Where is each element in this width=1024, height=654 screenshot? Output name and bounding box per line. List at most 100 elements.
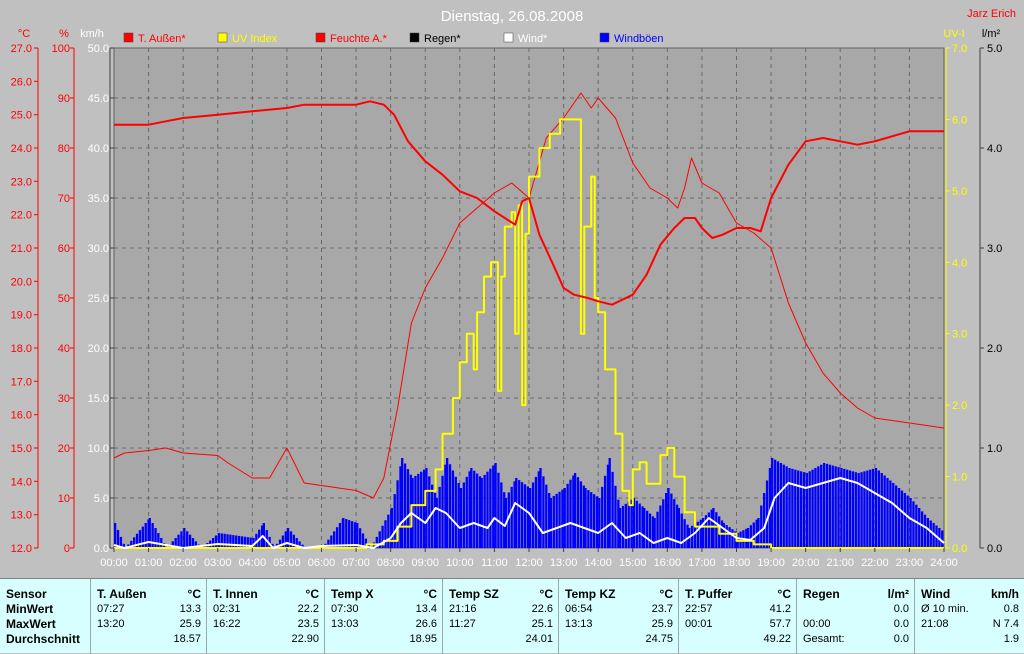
- gust-bar: [188, 534, 192, 548]
- stats-max-time: 13:03: [331, 618, 359, 630]
- gust-bar: [592, 494, 596, 548]
- gust-bar: [677, 508, 681, 548]
- stats-regen-total-label: Gesamt:: [803, 633, 845, 645]
- humidity-tick-label: 10: [58, 493, 70, 505]
- stats-title: Wind: [921, 587, 951, 601]
- gust-bar: [180, 531, 183, 548]
- x-tick-label: 20:00: [792, 557, 820, 569]
- gust-bar: [338, 523, 342, 548]
- gust-bar: [918, 508, 921, 548]
- uv-tick-label: 2.0: [952, 400, 967, 412]
- gust-bar: [431, 484, 434, 548]
- stats-unit: l/m²: [887, 587, 909, 601]
- gust-bar: [582, 485, 585, 548]
- gust-bar: [345, 519, 348, 548]
- gust-bar: [638, 503, 641, 548]
- x-tick-label: 18:00: [723, 557, 751, 569]
- gust-bar: [252, 538, 255, 548]
- legend-swatch: [599, 32, 610, 43]
- gust-bar: [353, 522, 357, 548]
- gust-bar: [390, 508, 393, 548]
- gust-bar: [387, 514, 390, 548]
- wind-tick-label: 35.0: [88, 193, 109, 205]
- x-tick-label: 10:00: [446, 557, 474, 569]
- gust-bar: [151, 523, 154, 548]
- gust-bar: [186, 531, 189, 548]
- temp-tick-label: 23.0: [11, 176, 32, 188]
- gust-bar: [690, 525, 694, 548]
- gust-bar: [624, 503, 627, 548]
- stats-title: Temp X: [331, 587, 374, 601]
- stats-min-value: 13.3: [179, 603, 201, 615]
- gust-bar: [883, 475, 886, 548]
- gust-bar: [653, 518, 656, 548]
- line-feuchte: [113, 92, 945, 499]
- gust-bar: [223, 533, 226, 548]
- gust-bar: [265, 529, 268, 548]
- gust-bar: [298, 541, 301, 548]
- stats-wind-avg-value: 1.9: [1003, 633, 1019, 645]
- wind-tick-label: 25.0: [88, 293, 109, 305]
- stats-min-time: 07:30: [331, 603, 359, 615]
- stats-unit: °C: [423, 587, 437, 601]
- gust-bar: [941, 530, 944, 548]
- temp-tick-label: 14.0: [11, 476, 32, 488]
- gust-bar: [920, 511, 924, 548]
- gust-bar: [531, 482, 535, 548]
- gust-bar: [728, 527, 731, 548]
- gust-bar: [675, 504, 679, 548]
- gust-bar: [401, 458, 404, 548]
- humidity-tick-label: 70: [58, 193, 70, 205]
- stats-title: T. Außen: [97, 587, 147, 601]
- uv-tick-label: 4.0: [952, 257, 967, 269]
- gust-bar: [906, 495, 909, 548]
- x-tick-label: 03:00: [204, 557, 232, 569]
- chart-author: Jarz Erich: [967, 8, 1016, 20]
- gust-bar: [183, 528, 186, 548]
- gust-bar: [877, 470, 881, 548]
- rain-tick-label: 0.0: [987, 543, 1002, 555]
- gust-bar: [486, 471, 489, 548]
- legend-label: UV Index: [232, 33, 278, 45]
- gust-bar: [569, 479, 572, 548]
- gust-bar: [831, 465, 834, 548]
- gust-bar: [446, 458, 449, 548]
- weather-chart: 00:00 01:00 02:00 03:00 04:00 05:00 06:00 07:00…: [10, 8, 1016, 569]
- gust-bar: [444, 464, 447, 548]
- gust-bar: [712, 508, 715, 548]
- gust-bar: [148, 518, 151, 548]
- gust-bar: [897, 488, 901, 548]
- gust-bar: [246, 537, 249, 548]
- stats-min-time: 21:16: [449, 603, 477, 615]
- gust-bar: [797, 470, 800, 548]
- stats-col-temp-sz: Temp SZ °C 21:16 22.6 11:27 25.1 24.01: [442, 579, 559, 654]
- gust-bar: [281, 535, 285, 548]
- gust-bar: [358, 528, 362, 548]
- temp-tick-label: 27.0: [11, 43, 32, 55]
- gust-bar: [912, 501, 915, 548]
- gust-bar: [869, 469, 872, 548]
- x-tick-label: 23:00: [896, 557, 924, 569]
- gust-bar: [707, 512, 710, 548]
- gust-bar: [549, 498, 553, 548]
- legend-swatch: [217, 32, 228, 43]
- gust-bar: [646, 510, 649, 548]
- gust-bar: [268, 536, 271, 548]
- stats-wind-max-value: N 7.4: [992, 618, 1019, 630]
- gust-bar: [473, 470, 476, 548]
- stats-max-time: 11:27: [449, 618, 476, 630]
- gust-bar: [820, 464, 823, 548]
- gust-bar: [817, 466, 820, 548]
- gust-bar: [590, 492, 593, 548]
- gust-bar: [518, 480, 521, 548]
- gust-bar: [840, 468, 843, 548]
- gust-bar: [237, 535, 241, 548]
- gust-bar: [648, 513, 652, 548]
- humidity-tick-label: 80: [58, 143, 70, 155]
- x-tick-label: 24:00: [930, 557, 958, 569]
- stats-min-value: 22.6: [531, 603, 553, 615]
- stats-regen-max-time: 00:00: [803, 618, 831, 630]
- gust-bar: [457, 483, 460, 548]
- gust-bar: [435, 498, 438, 548]
- gust-bar: [667, 488, 670, 548]
